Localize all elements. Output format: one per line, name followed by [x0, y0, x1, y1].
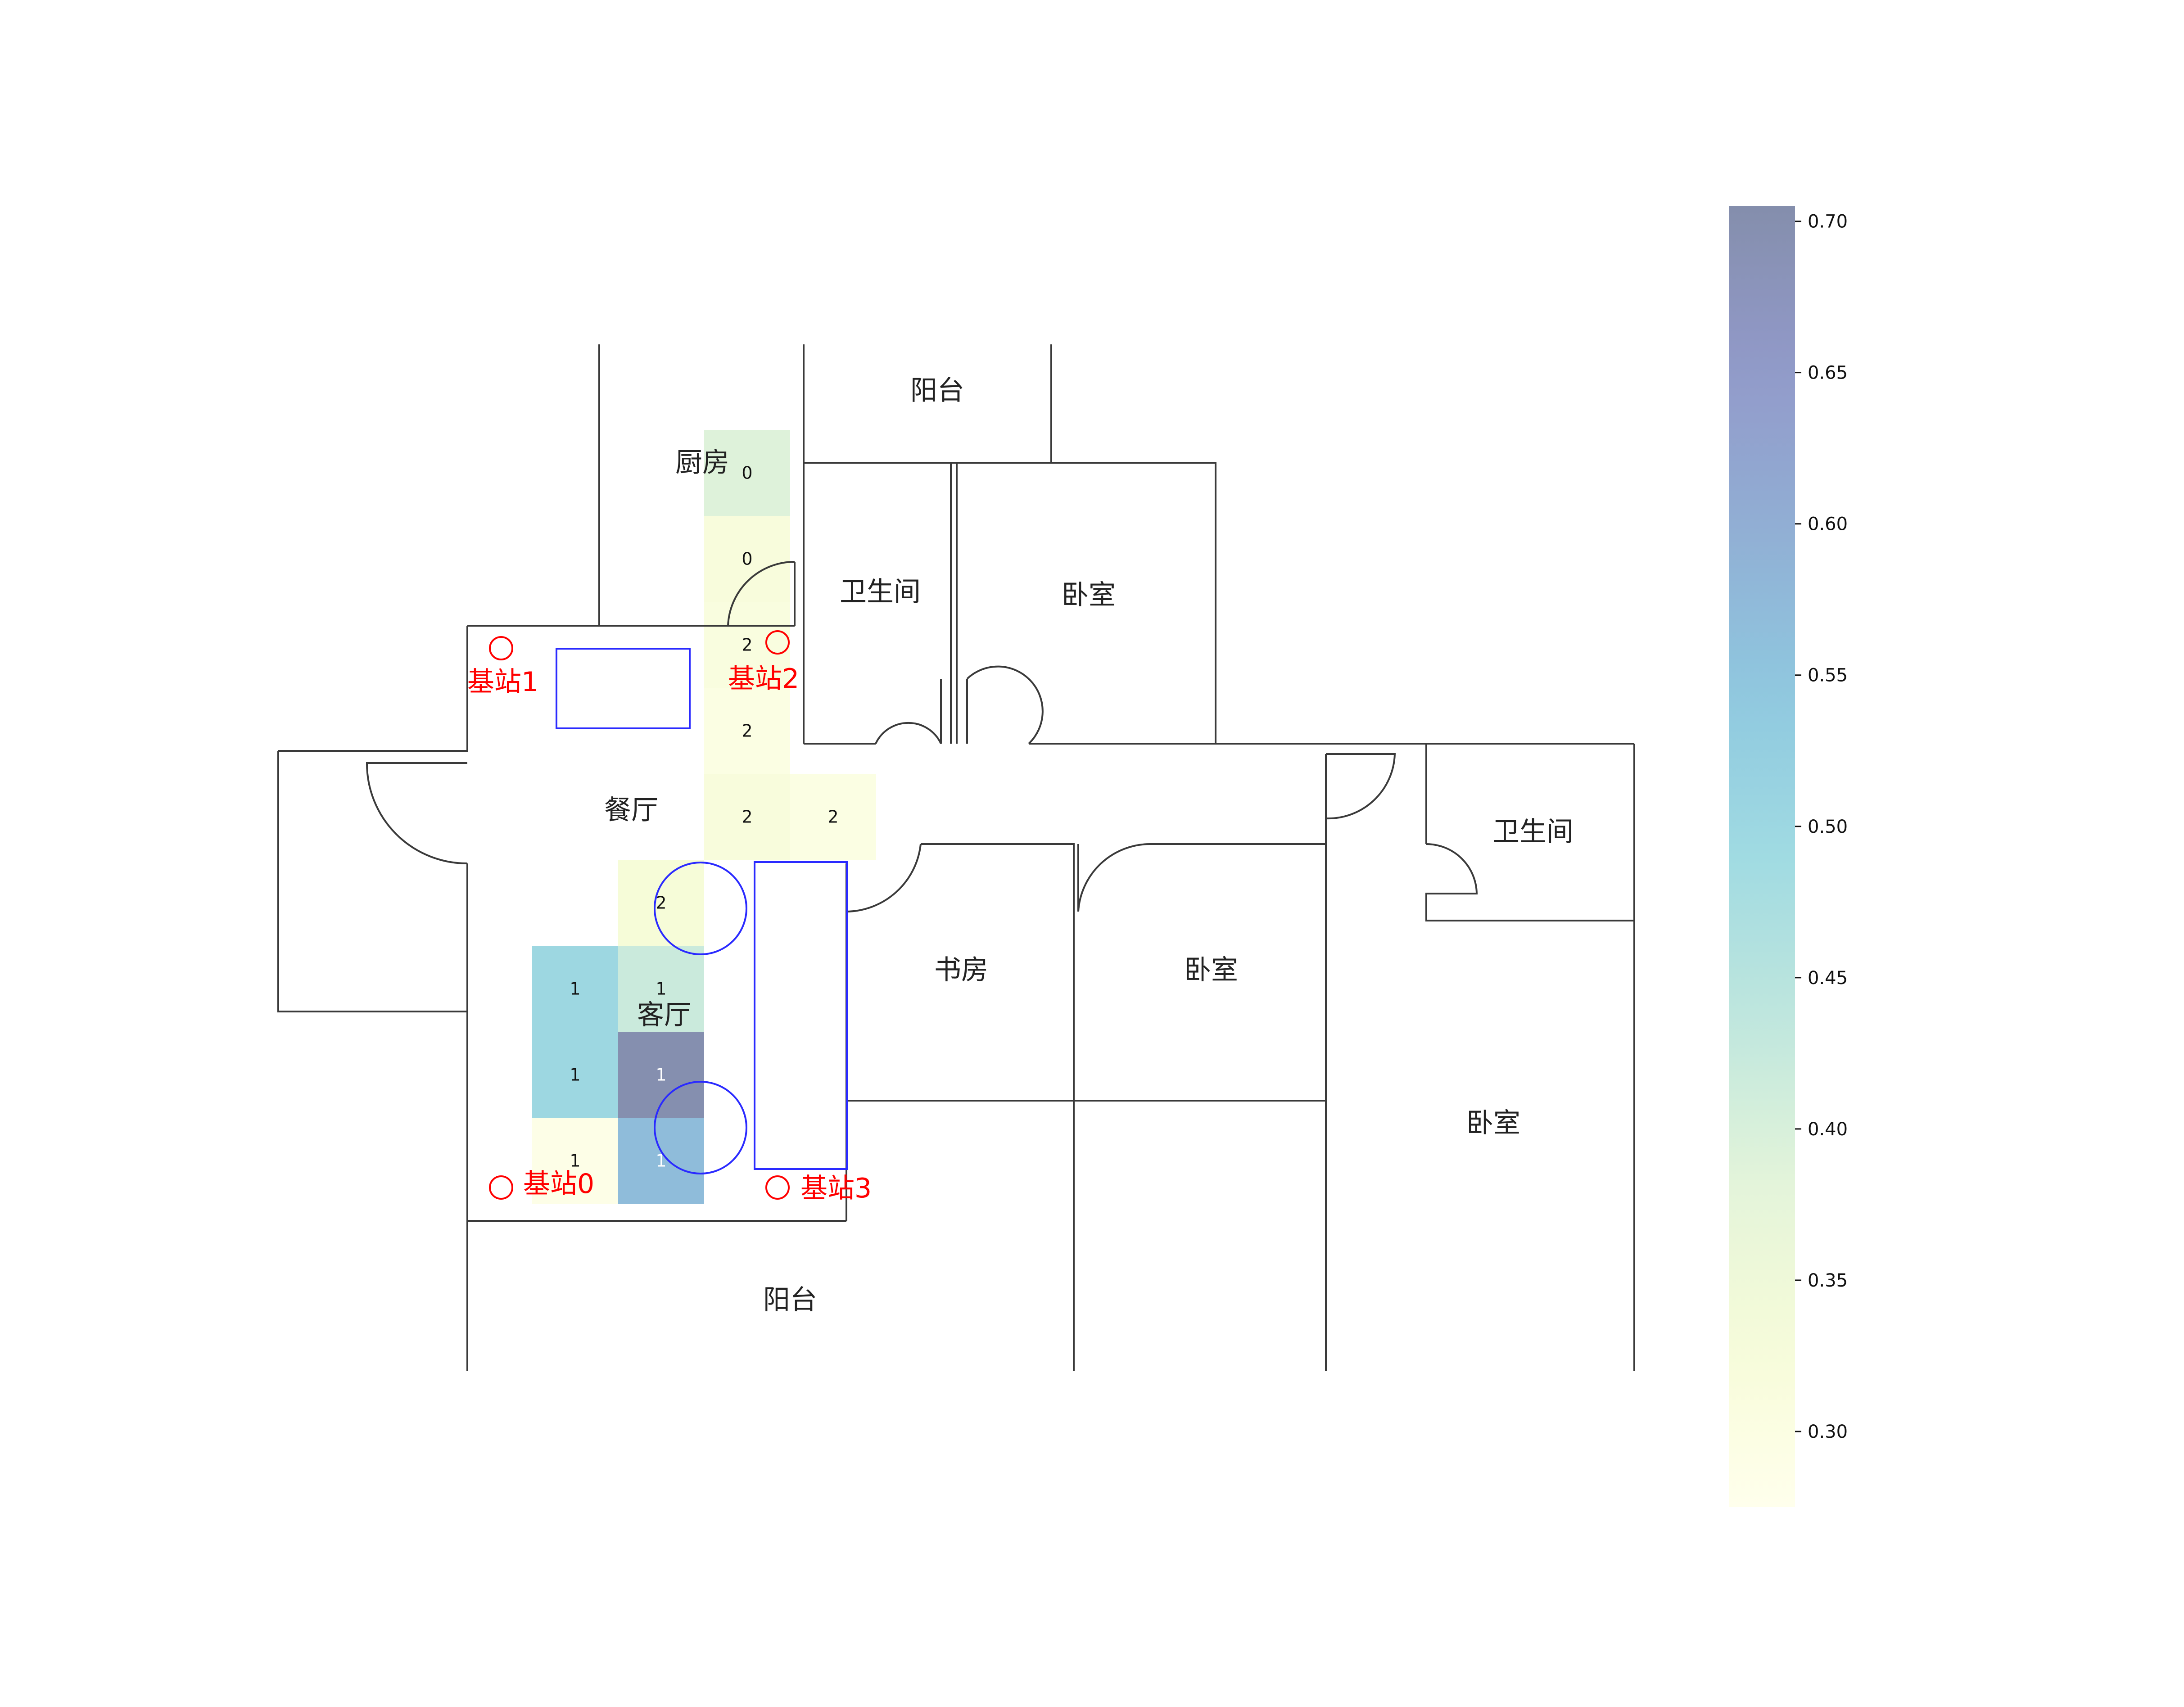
room-label-balcony-top: 阳台: [910, 375, 964, 406]
colorbar-tick-label: 0.60: [1808, 514, 1848, 535]
heatmap-cell: [704, 602, 790, 688]
colorbar-tick-label: 0.45: [1808, 968, 1848, 989]
heatmap-cell-label: 1: [656, 979, 666, 999]
heatmap-cell: [532, 1118, 618, 1204]
round-chair-bottom-outline: [654, 1081, 747, 1174]
heatmap-cell-label: 1: [656, 1151, 666, 1171]
room-labels: 阳台 厨房 卫生间 卧室 餐厅 卫生间 书房 卧室 客厅 卧室 阳台: [604, 375, 1574, 1316]
heatmap-cell-label: 0: [742, 463, 752, 483]
floorplan-walls: [277, 344, 1635, 1371]
room-label-bathroom-1: 卫生间: [840, 576, 921, 608]
colorbar-tick-label: 0.50: [1808, 817, 1848, 837]
heatmap-cell: [704, 688, 790, 774]
dining-table-outline: [556, 648, 691, 729]
round-chair-top-outline: [654, 862, 747, 955]
colorbar-tick-label: 0.55: [1808, 665, 1848, 686]
station-3-label: 基站3: [800, 1173, 872, 1204]
room-label-living: 客厅: [637, 999, 691, 1031]
colorbar-gradient: [1729, 206, 1795, 1507]
heatmap-cell-label: 2: [742, 721, 752, 741]
colorbar-tick-label: 0.40: [1808, 1119, 1848, 1140]
heatmap-cell: [618, 1118, 704, 1204]
station-1-marker: [489, 636, 513, 660]
furniture-outlines: [556, 648, 848, 1174]
heatmap-cell-label: 2: [656, 893, 666, 913]
room-label-bathroom-2: 卫生间: [1492, 816, 1574, 848]
room-label-bedroom-2: 卧室: [1184, 954, 1238, 986]
room-label-bedroom-3: 卧室: [1466, 1107, 1520, 1139]
sofa-outline: [754, 861, 848, 1170]
base-stations: 基站0 基站1 基站2 基站3: [467, 630, 872, 1204]
heatmap-cell-label: 0: [742, 549, 752, 569]
colorbar-tick-label: 0.70: [1808, 212, 1848, 232]
station-0-marker: [489, 1175, 513, 1200]
heatmap-cell: [618, 946, 704, 1032]
station-0-label: 基站0: [523, 1168, 594, 1200]
colorbar-ticks: 0.30 0.35 0.40 0.45 0.50 0.55 0.60 0.65 0.70: [1795, 212, 1848, 1442]
station-2-label: 基站2: [728, 663, 799, 695]
room-label-bedroom-1: 卧室: [1062, 579, 1116, 611]
heatmap-cell-label: 1: [570, 1151, 580, 1171]
heatmap-cell-label: 1: [656, 1065, 666, 1085]
heatmap-cell: [704, 774, 790, 860]
heatmap-cell: [704, 430, 790, 516]
colorbar: 0.30 0.35 0.40 0.45 0.50 0.55 0.60 0.65 0.70: [1729, 206, 1848, 1507]
room-label-dining: 餐厅: [604, 795, 658, 826]
colorbar-tick-label: 0.35: [1808, 1270, 1848, 1291]
heatmap-cell-label: 2: [742, 635, 752, 655]
room-label-kitchen: 厨房: [675, 447, 729, 479]
room-label-study: 书房: [934, 954, 988, 986]
heatmap-cells: 0 0 2 2 2 2 2 1 1 1 1 1 1: [532, 430, 876, 1204]
station-2-marker: [765, 630, 790, 655]
heatmap-cell: [790, 774, 876, 860]
heatmap-cell-label: 2: [742, 807, 752, 827]
heatmap-cell: [704, 516, 790, 602]
station-1-label: 基站1: [467, 666, 538, 698]
heatmap-cell: [532, 1032, 618, 1118]
heatmap-cell-label: 1: [570, 1065, 580, 1085]
heatmap-cell-label: 2: [827, 807, 838, 827]
heatmap-cell: [532, 946, 618, 1032]
heatmap-cell-label: 1: [570, 979, 580, 999]
room-label-balcony-bottom: 阳台: [763, 1284, 817, 1316]
station-3-marker: [765, 1175, 790, 1200]
colorbar-tick-label: 0.65: [1808, 363, 1848, 384]
colorbar-tick-label: 0.30: [1808, 1422, 1848, 1442]
